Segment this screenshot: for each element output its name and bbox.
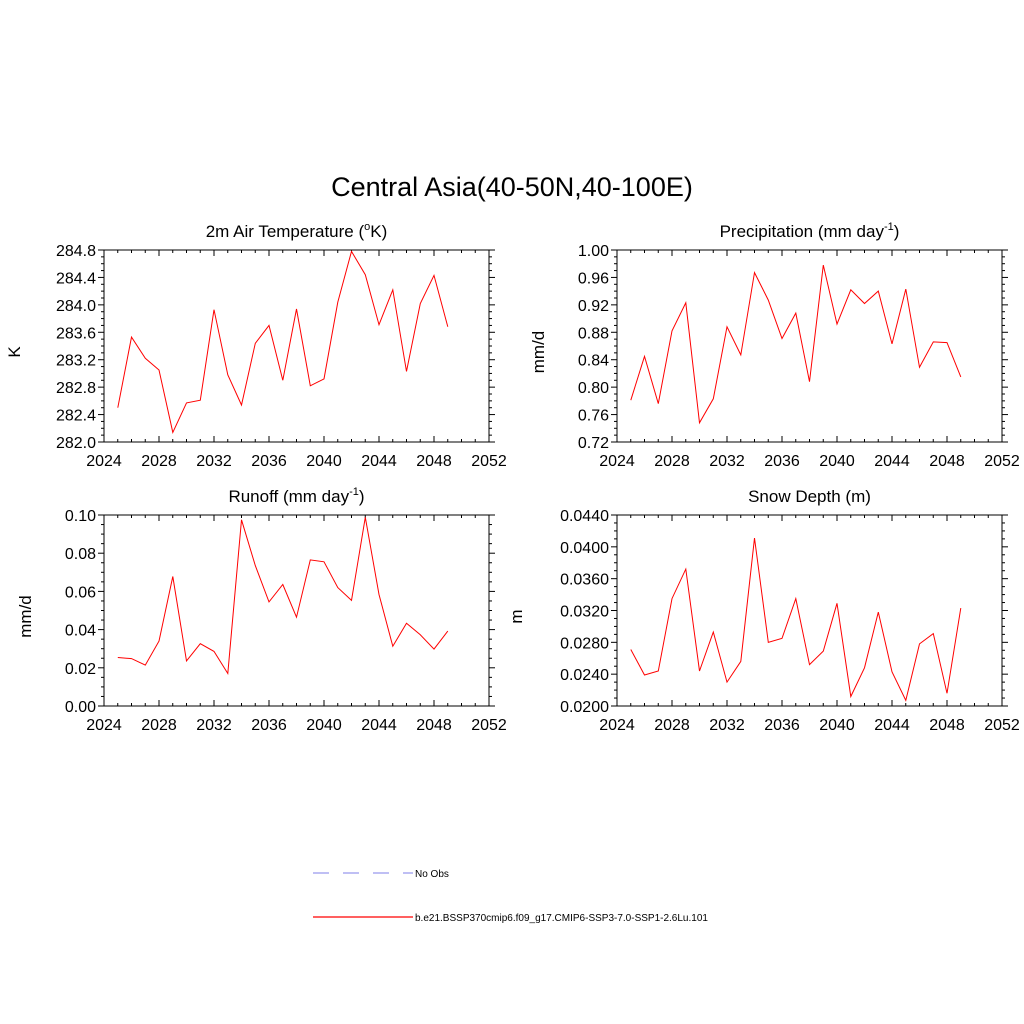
plot-frame xyxy=(616,249,1003,443)
y-tick-label: 284.0 xyxy=(56,298,96,315)
x-tick-label: 2048 xyxy=(416,453,452,470)
y-tick-label: 282.4 xyxy=(56,408,96,425)
panel-title-superscript: -1 xyxy=(884,221,894,233)
series-line xyxy=(630,538,962,702)
y-tick-label: 0.0200 xyxy=(560,699,609,716)
y-tick-label: 0.0440 xyxy=(560,508,609,525)
x-tick-label: 2032 xyxy=(709,717,745,734)
x-tick-label: 2040 xyxy=(306,717,342,734)
x-tick-label: 2052 xyxy=(984,717,1020,734)
x-tick-label: 2052 xyxy=(471,453,507,470)
x-tick-label: 2036 xyxy=(251,453,287,470)
x-tick-label: 2028 xyxy=(141,453,177,470)
x-tick-label: 2044 xyxy=(361,453,397,470)
y-tick-label: 0.0400 xyxy=(560,540,609,557)
x-tick-label: 2036 xyxy=(251,717,287,734)
x-tick-label: 2040 xyxy=(306,453,342,470)
y-tick-label: 0.92 xyxy=(578,298,609,315)
panel-title-text: ) xyxy=(359,487,365,506)
y-tick-label: 282.8 xyxy=(56,380,96,397)
y-tick-label: 1.00 xyxy=(578,243,609,260)
y-tick-label: 0.88 xyxy=(578,325,609,342)
panel-title-text: Snow Depth (m) xyxy=(748,487,871,506)
x-tick-label: 2028 xyxy=(654,453,690,470)
panel-air-temperature: 2024 2028 2032 2036 2040 2044 2048 2052 282.0 282… xyxy=(5,221,507,470)
panel-title: Snow Depth (m) xyxy=(748,487,871,506)
panel-title-text: Runoff (mm day xyxy=(228,487,349,506)
panel-title: Runoff (mm day-1) xyxy=(228,486,364,506)
x-tick-label: 2048 xyxy=(416,717,452,734)
panel-title-text: K) xyxy=(370,222,387,241)
y-tick-label: 0.84 xyxy=(578,353,609,370)
y-tick-label: 0.80 xyxy=(578,380,609,397)
legend-label-no-obs: No Obs xyxy=(415,869,449,880)
y-tick-label: 0.0360 xyxy=(560,572,609,589)
series-line xyxy=(630,264,962,425)
panel-title: Precipitation (mm day-1) xyxy=(720,221,900,241)
x-tick-label: 2044 xyxy=(874,717,910,734)
y-axis-label: mm/d xyxy=(16,595,35,638)
y-tick-label: 0.72 xyxy=(578,435,609,452)
plot-frame xyxy=(103,249,490,443)
y-axis-label: m xyxy=(507,609,526,623)
x-tick-label: 2052 xyxy=(471,717,507,734)
y-tick-label: 0.76 xyxy=(578,408,609,425)
y-tick-label: 0.96 xyxy=(578,270,609,287)
x-tick-label: 2032 xyxy=(709,453,745,470)
x-tick-label: 2036 xyxy=(764,717,800,734)
x-tick-label: 2032 xyxy=(196,453,232,470)
series-line xyxy=(117,517,449,676)
y-tick-label: 284.4 xyxy=(56,270,96,287)
panel-snow-depth: 2024 2028 2032 2036 2040 2044 2048 2052 0.0200 0.… xyxy=(507,487,1020,734)
panel-title-text: Precipitation (mm day xyxy=(720,222,885,241)
panel-title-text: ) xyxy=(894,222,900,241)
x-tick-label: 2028 xyxy=(141,717,177,734)
y-tick-label: 0.0280 xyxy=(560,635,609,652)
panel-title-text: 2m Air Temperature ( xyxy=(206,222,365,241)
x-tick-label: 2024 xyxy=(86,453,122,470)
x-tick-label: 2040 xyxy=(819,717,855,734)
panel-title-superscript: o xyxy=(364,221,370,233)
x-tick-label: 2028 xyxy=(654,717,690,734)
x-tick-label: 2036 xyxy=(764,453,800,470)
plot-frame xyxy=(616,514,1003,707)
x-tick-label: 2048 xyxy=(929,717,965,734)
x-tick-label: 2052 xyxy=(984,453,1020,470)
x-tick-label: 2044 xyxy=(361,717,397,734)
y-tick-label: 283.2 xyxy=(56,353,96,370)
panel-precipitation: 2024 2028 2032 2036 2040 2044 2048 2052 0.72 0.76… xyxy=(529,221,1020,470)
y-tick-label: 0.0240 xyxy=(560,667,609,684)
y-tick-label: 0.00 xyxy=(65,699,96,716)
y-tick-label: 0.0320 xyxy=(560,604,609,621)
x-tick-label: 2044 xyxy=(874,453,910,470)
x-tick-label: 2024 xyxy=(599,717,635,734)
figure-title: Central Asia(40-50N,40-100E) xyxy=(331,172,693,202)
panel-runoff: 2024 2028 2032 2036 2040 2044 2048 2052 0.00 0.02… xyxy=(16,486,507,734)
y-axis-label: mm/d xyxy=(529,331,548,374)
y-tick-label: 0.06 xyxy=(65,584,96,601)
panel-title-superscript: -1 xyxy=(349,486,359,498)
x-tick-label: 2040 xyxy=(819,453,855,470)
panel-title: 2m Air Temperature (oK) xyxy=(206,221,388,241)
x-tick-label: 2024 xyxy=(599,453,635,470)
x-tick-label: 2024 xyxy=(86,717,122,734)
x-tick-label: 2048 xyxy=(929,453,965,470)
y-tick-label: 282.0 xyxy=(56,435,96,452)
y-tick-label: 284.8 xyxy=(56,243,96,260)
legend: No Obs b.e21.BSSP370cmip6.f09_g17.CMIP6-… xyxy=(313,869,708,924)
plot-frame xyxy=(103,514,490,707)
y-tick-label: 0.04 xyxy=(65,623,96,640)
y-tick-label: 0.08 xyxy=(65,546,96,563)
legend-label-model-run: b.e21.BSSP370cmip6.f09_g17.CMIP6-SSP3-7.… xyxy=(415,913,708,924)
series-line xyxy=(117,250,449,434)
y-axis-label: K xyxy=(5,346,24,358)
x-tick-label: 2032 xyxy=(196,717,232,734)
y-tick-label: 0.10 xyxy=(65,508,96,525)
y-tick-label: 283.6 xyxy=(56,325,96,342)
y-tick-label: 0.02 xyxy=(65,661,96,678)
